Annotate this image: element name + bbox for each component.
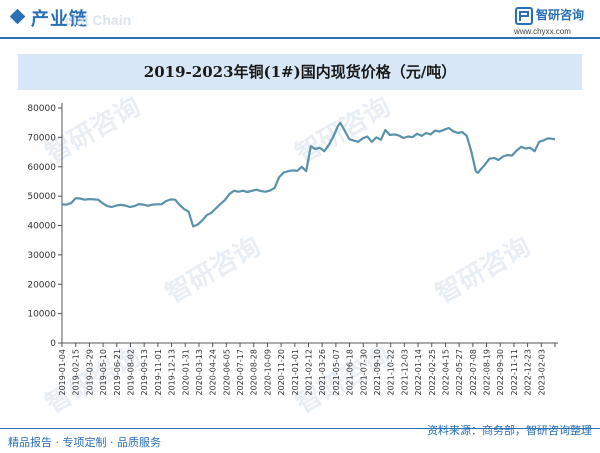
line-chart: 0 10000 20000 30000 40000 50000 60000 70000 8000… [27,103,558,396]
x-tick-label: 2022-01-14 [414,349,423,396]
logo-icon [515,7,533,25]
header-diamond-icon [9,8,26,25]
x-tick-label: 2022-05-27 [455,349,464,396]
header-divider [0,37,600,39]
x-tick-label: 2020-08-28 [250,349,259,396]
x-tick-label: 2023-02-03 [537,349,546,396]
x-tick-label: 2020-04-24 [209,349,218,396]
price-series-line [61,121,556,228]
x-tick-label: 2020-03-13 [195,349,204,396]
x-tick-label: 2019-03-29 [85,349,94,396]
y-tick-label: 30000 [27,251,56,261]
x-tick-label: 2022-09-30 [496,349,505,396]
x-tick-label: 2019-09-13 [140,349,149,396]
y-tick-label: 40000 [27,222,56,232]
x-tick-label: 2022-02-25 [428,349,437,396]
y-tick-label: 10000 [27,310,56,320]
chart-title-band: 2019-2023年铜(1#)国内现货价格（元/吨） [18,54,582,90]
header-watermark: cial Chain [65,12,132,28]
x-tick-label: 2021-12-03 [400,349,409,396]
footer-source: 资料来源：商务部，智研咨询整理 [427,424,592,437]
x-tick-label: 2019-05-10 [99,349,108,396]
y-tick-label: 20000 [27,280,56,290]
x-tick-label: 2019-02-15 [72,349,81,396]
x-tick-label: 2020-01-31 [181,349,190,396]
x-tick-label: 2021-10-22 [387,349,396,396]
chart-title: 2019-2023年铜(1#)国内现货价格（元/吨） [143,63,457,81]
footer-divider [0,428,600,429]
x-tick-label: 2019-08-02 [126,349,135,396]
x-tick-label: 2019-06-21 [113,349,122,396]
y-tick-label: 70000 [27,133,56,143]
x-tick-label: 2019-01-04 [58,349,67,396]
y-tick-label: 50000 [27,192,56,202]
footer-tagline: 精品报告 · 专项定制 · 品质服务 [8,436,161,449]
x-tick-label: 2019-12-13 [168,349,177,396]
y-tick-label: 60000 [27,163,56,173]
x-tick-label: 2020-10-09 [263,349,272,396]
x-tick-label: 2021-09-10 [373,349,382,396]
x-tick-label: 2021-03-26 [318,349,327,396]
x-tick-label: 2021-05-07 [332,349,341,396]
x-tick-label: 2022-07-08 [469,349,478,396]
x-tick-label: 2021-07-30 [359,349,368,396]
x-tick-label: 2021-06-18 [346,349,355,396]
y-tick-label: 0 [50,339,56,349]
x-tick-label: 2021-02-12 [305,349,314,396]
x-tick-label: 2020-11-20 [277,349,286,396]
x-tick-label: 2020-06-05 [222,349,231,396]
x-tick-label: 2021-01-01 [291,349,300,396]
header: 产业链 cial Chain 智研咨询 www.chyxx.com [0,0,600,40]
x-tick-label: 2022-08-19 [483,349,492,396]
x-tick-label: 2019-11-01 [154,349,163,396]
section-title: 产业链 [31,9,88,30]
x-tick-label: 2020-07-17 [236,349,245,396]
x-tick-label: 2022-12-23 [524,349,533,396]
logo-url: www.chyxx.com [514,27,571,36]
x-tick-label: 2022-04-15 [441,349,450,396]
logo-name: 智研咨询 [536,8,585,22]
y-tick-label: 80000 [27,104,56,114]
x-tick-label: 2022-11-11 [510,349,519,396]
